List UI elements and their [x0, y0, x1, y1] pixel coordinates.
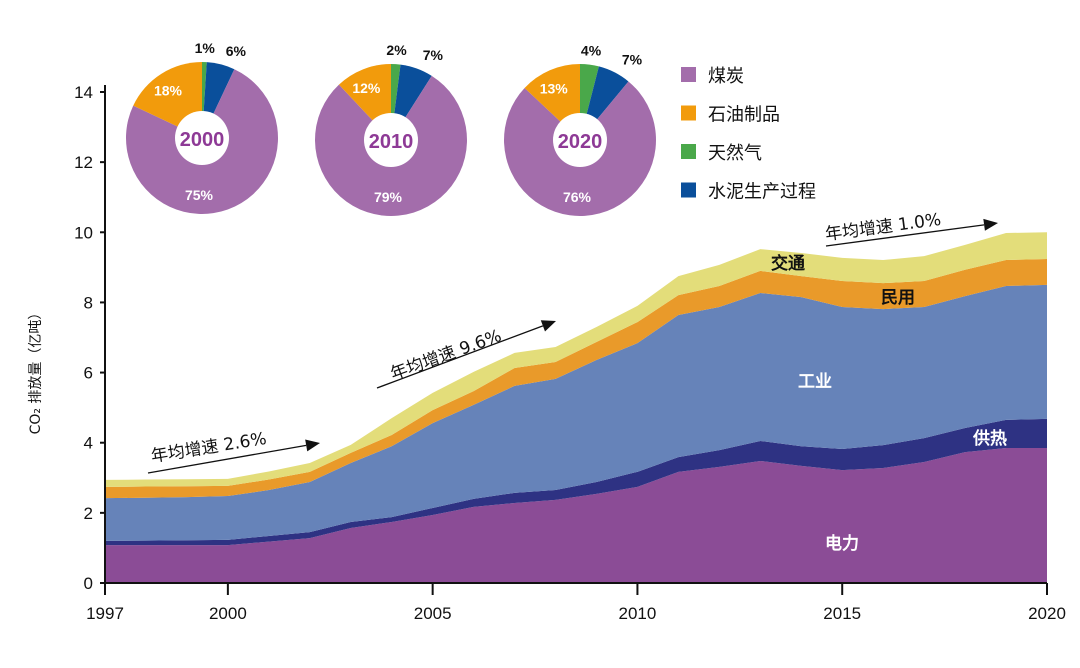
- area-series-4: [105, 232, 1047, 487]
- stacked-areas: [105, 232, 1047, 583]
- pie-chart-2000: 1% 6% 75% 18% 2000: [125, 40, 278, 214]
- pie-slice-label: 6%: [226, 43, 247, 59]
- pie-slice-label: 7%: [622, 52, 643, 68]
- pie-chart-2020: 4% 7% 76% 13% 2020: [504, 43, 656, 217]
- legend-swatch: [681, 105, 696, 121]
- pie-slice-label: 18%: [154, 83, 183, 99]
- annotation-arrow-line: [147, 444, 307, 474]
- pie-slice-label: 12%: [352, 80, 381, 96]
- pie-slice-label: 76%: [563, 189, 592, 205]
- growth-rate-label: 年均增速 2.6%: [150, 429, 268, 467]
- legend-label: 水泥生产过程: [708, 182, 816, 203]
- y-tick-label: 4: [84, 434, 93, 453]
- x-tick-label: 2020: [1028, 604, 1066, 623]
- sector-label: 交通: [771, 253, 805, 274]
- y-tick-label: 8: [84, 293, 93, 312]
- area-series-2: [105, 284, 1047, 541]
- arrowhead-icon: [540, 320, 556, 332]
- x-tick-label: 2010: [619, 604, 657, 623]
- pie-charts: 1% 6% 75% 18% 2000 2% 7% 79% 12% 2010 4% 7% 76% 13% 20…: [125, 40, 656, 217]
- pie-year-label: 2020: [558, 131, 603, 153]
- annotation-arrow-line: [376, 325, 544, 389]
- area-series-3: [105, 258, 1047, 499]
- y-tick-label: 12: [74, 153, 93, 172]
- pie-slice-label: 4%: [581, 43, 602, 59]
- pie-slice-label: 2%: [386, 42, 407, 58]
- pie-chart-2010: 2% 7% 79% 12% 2010: [315, 42, 468, 216]
- sector-labels: 电力 供热 工业 民用 交通: [771, 253, 1007, 554]
- legend-label: 天然气: [708, 143, 762, 164]
- growth-rate-label: 年均增速 1.0%: [824, 210, 942, 245]
- pie-year-label: 2010: [369, 131, 414, 153]
- arrowhead-icon: [305, 439, 320, 452]
- legend-swatch: [681, 182, 696, 198]
- legend-label: 煤炭: [708, 66, 744, 87]
- axes: 0 2 4 6 8 10 12 14 1997 2000 2005 2010 2015 2020: [74, 83, 1066, 623]
- y-tick-label: 0: [84, 574, 93, 593]
- pie-slice-label: 75%: [185, 187, 214, 203]
- pie-center-hole: [553, 113, 607, 167]
- pie-slice-label: 7%: [423, 47, 444, 63]
- legend-label: 石油制品: [708, 105, 780, 126]
- y-tick-label: 10: [74, 223, 93, 242]
- sector-label: 供热: [972, 428, 1007, 449]
- area-series-0: [105, 447, 1047, 583]
- annotation-arrow-line: [825, 224, 985, 247]
- sector-label: 工业: [798, 372, 832, 392]
- arrowhead-icon: [983, 218, 998, 231]
- pie-slice-label: 13%: [540, 81, 569, 97]
- legend-swatch: [681, 144, 696, 159]
- x-tick-label: 2000: [209, 604, 247, 623]
- y-tick-label: 6: [84, 364, 93, 383]
- legend-swatch: [681, 67, 696, 82]
- sector-label: 电力: [825, 533, 859, 554]
- y-axis-label: CO₂ 排放量（亿吨）: [28, 306, 44, 435]
- x-tick-label: 1997: [86, 604, 124, 623]
- y-tick-label: 2: [84, 504, 93, 523]
- pie-slice-label: 1%: [195, 40, 216, 56]
- pie-center-hole: [364, 113, 418, 167]
- pie-center-hole: [175, 111, 229, 165]
- area-series-1: [105, 418, 1047, 546]
- pie-slice-label: 79%: [374, 189, 403, 205]
- pie-year-label: 2000: [180, 129, 225, 151]
- x-tick-label: 2005: [414, 604, 452, 623]
- y-tick-label: 14: [74, 83, 93, 102]
- sector-label: 民用: [881, 288, 915, 308]
- x-tick-label: 2015: [823, 604, 861, 623]
